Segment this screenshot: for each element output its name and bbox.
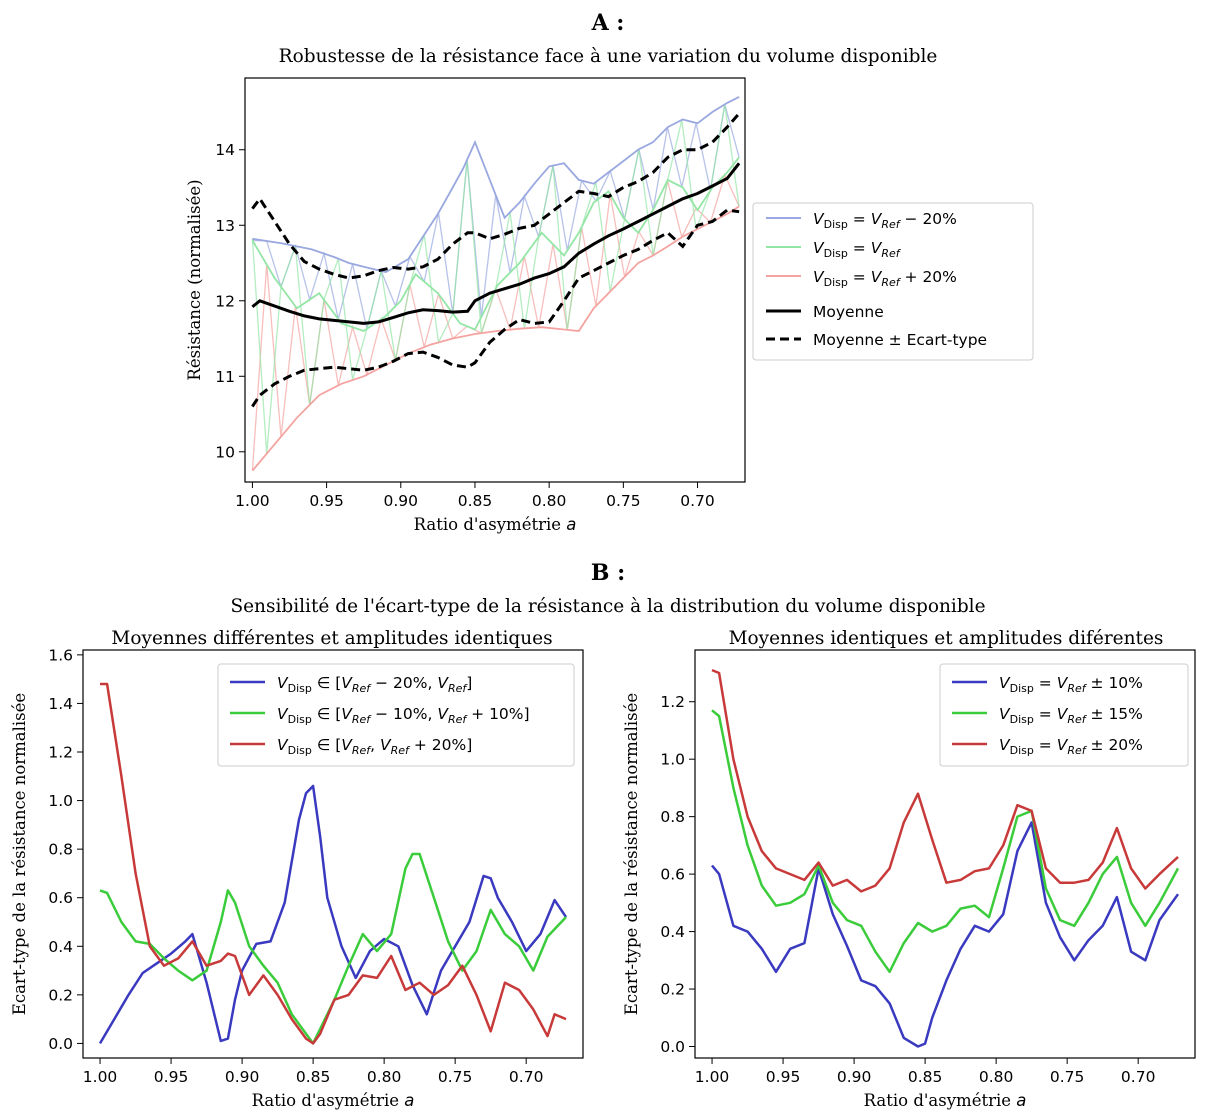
x-tick-label-b-left: 0.85 xyxy=(296,1068,331,1086)
y-tick-label-a: 14 xyxy=(215,141,235,159)
series-b-left-3 xyxy=(100,682,567,1045)
chart-b-left: 1.00 0.95 0.90 0.85 0.80 0.75 0.70 0.0 0.2 0.4 0.6… xyxy=(10,646,584,1110)
chart-b-left-title: Moyennes différentes et amplitudes ident… xyxy=(111,628,552,649)
y-tick-label-b-left: 0.2 xyxy=(48,986,73,1004)
x-tick-label-b-right: 0.95 xyxy=(766,1068,801,1086)
axes-frame-b-right xyxy=(694,649,1196,1059)
x-tick-label-b-left: 0.80 xyxy=(367,1068,402,1086)
series-std-upper xyxy=(251,112,741,280)
panel-b-label: B : xyxy=(591,560,625,586)
series-b-left-2 xyxy=(99,852,567,1045)
series-v-ref xyxy=(251,156,740,332)
x-tick-label-b-right: 0.90 xyxy=(837,1068,872,1086)
panel-a-label: A : xyxy=(591,10,625,36)
series-v-plus20 xyxy=(251,205,740,472)
x-tick-label-b-left: 1.00 xyxy=(83,1068,118,1086)
y-tick-label-b-left: 1.6 xyxy=(48,646,73,664)
y-tick-label-b-left: 0.8 xyxy=(48,841,73,859)
x-axis-label-b-left: Ratio d'asymétrie a xyxy=(252,1091,415,1110)
series-b-right-2 xyxy=(711,709,1180,974)
panel-a-title: Robustesse de la résistance face à une v… xyxy=(279,46,938,67)
x-tick-label-a: 0.70 xyxy=(680,492,715,510)
legend-a-label-mean: Moyenne xyxy=(813,303,884,321)
legend-b-right-label-1: VDisp = VRef ± 10% xyxy=(999,674,1143,695)
axes-frame-b-left xyxy=(82,649,584,1059)
x-tick-label-b-left: 0.95 xyxy=(154,1068,189,1086)
legend-a-label-minus20: VDisp = VRef − 20% xyxy=(813,210,957,231)
legend-b-left-label-3: VDisp ∈ [VRef, VRef + 20%] xyxy=(277,736,472,757)
legend-a-label-plus20: VDisp = VRef + 20% xyxy=(813,268,957,289)
x-tick-label-a: 0.90 xyxy=(384,492,419,510)
y-tick-label-b-right: 0.4 xyxy=(660,923,685,941)
chart-b-right-title: Moyennes identiques et amplitudes difére… xyxy=(729,628,1164,649)
web-line-lower xyxy=(251,173,740,471)
x-tick-label-b-right: 0.75 xyxy=(1050,1068,1085,1086)
series-moyenne xyxy=(251,162,741,325)
x-tick-label-b-left: 0.75 xyxy=(438,1068,473,1086)
x-axis-label-a: Ratio d'asymétrie a xyxy=(414,515,577,534)
axes-frame-a xyxy=(244,77,746,483)
y-tick-label-b-right: 0.8 xyxy=(660,808,685,826)
series-b-right-3 xyxy=(711,668,1179,893)
series-b-right-1 xyxy=(711,821,1180,1048)
chart-b-right: 1.00 0.95 0.90 0.85 0.80 0.75 0.70 0.0 0.2 0.4 0.6… xyxy=(622,649,1196,1110)
x-tick-label-b-right: 0.70 xyxy=(1121,1068,1156,1086)
series-b-left-1 xyxy=(98,784,568,1045)
x-tick-label-b-right: 1.00 xyxy=(695,1068,730,1086)
y-axis-label-b-right: Ecart-type de la résistance normalisée xyxy=(622,693,641,1015)
web-line-cross xyxy=(251,104,740,454)
plot-area-a xyxy=(251,96,741,472)
legend-b-right-frame xyxy=(939,663,1189,767)
legend-b-left-frame xyxy=(217,663,575,767)
x-tick-label-b-right: 0.80 xyxy=(979,1068,1014,1086)
x-tick-label-a: 0.85 xyxy=(458,492,493,510)
legend-a-label-std: Moyenne ± Ecart-type xyxy=(813,331,987,349)
series-v-minus20 xyxy=(252,96,740,274)
y-tick-label-b-left: 0.6 xyxy=(48,889,73,907)
legend-b-right-label-2: VDisp = VRef ± 15% xyxy=(999,705,1143,726)
x-tick-label-b-left: 0.90 xyxy=(225,1068,260,1086)
legend-b-left: VDisp ∈ [VRef − 20%, VRef] VDisp ∈ [VRef… xyxy=(217,663,575,767)
chart-a: 1.00 0.95 0.90 0.85 0.80 0.75 0.70 10 11 12 13 14 Ra… xyxy=(185,77,746,534)
x-tick-label-a: 1.00 xyxy=(235,492,270,510)
legend-b-left-label-2: VDisp ∈ [VRef − 10%, VRef + 10%] xyxy=(277,705,530,726)
y-tick-label-b-right: 1.0 xyxy=(660,751,685,769)
panel-b-title: Sensibilité de l'écart-type de la résist… xyxy=(230,596,985,617)
y-tick-label-b-right: 0.6 xyxy=(660,866,685,884)
y-tick-label-a: 11 xyxy=(215,368,235,386)
x-tick-label-a: 0.95 xyxy=(309,492,344,510)
plot-area-b-right xyxy=(711,668,1180,1048)
y-tick-label-b-left: 1.4 xyxy=(48,695,73,713)
y-axis-label-a: Résistance (normalisée) xyxy=(185,179,204,380)
legend-a: VDisp = VRef − 20% VDisp = VRef VDisp = … xyxy=(752,202,1034,361)
y-tick-label-a: 10 xyxy=(215,443,235,461)
y-tick-label-b-left: 1.0 xyxy=(48,792,73,810)
x-tick-label-b-left: 0.70 xyxy=(509,1068,544,1086)
x-tick-label-a: 0.80 xyxy=(532,492,567,510)
legend-b-right-label-3: VDisp = VRef ± 20% xyxy=(999,736,1143,757)
y-tick-label-a: 13 xyxy=(215,217,235,235)
legend-b-right: VDisp = VRef ± 10% VDisp = VRef ± 15% VD… xyxy=(939,663,1189,767)
y-tick-label-b-right: 0.0 xyxy=(660,1038,685,1056)
y-axis-label-b-left: Ecart-type de la résistance normalisée xyxy=(10,693,29,1015)
plot-area-b-left xyxy=(98,682,568,1045)
legend-a-frame xyxy=(752,202,1034,361)
y-tick-label-a: 12 xyxy=(215,292,235,310)
x-axis-label-b-right: Ratio d'asymétrie a xyxy=(864,1091,1027,1110)
legend-b-left-label-1: VDisp ∈ [VRef − 20%, VRef] xyxy=(277,674,472,695)
series-std-lower xyxy=(251,208,740,408)
y-tick-label-b-left: 1.2 xyxy=(48,744,73,762)
legend-a-label-ref: VDisp = VRef xyxy=(813,239,902,260)
y-tick-label-b-left: 0.0 xyxy=(48,1035,73,1053)
x-tick-label-a: 0.75 xyxy=(606,492,641,510)
x-tick-label-b-right: 0.85 xyxy=(908,1068,943,1086)
y-tick-label-b-left: 0.4 xyxy=(48,938,73,956)
y-tick-label-b-right: 1.2 xyxy=(660,693,685,711)
y-tick-label-b-right: 0.2 xyxy=(660,981,685,999)
